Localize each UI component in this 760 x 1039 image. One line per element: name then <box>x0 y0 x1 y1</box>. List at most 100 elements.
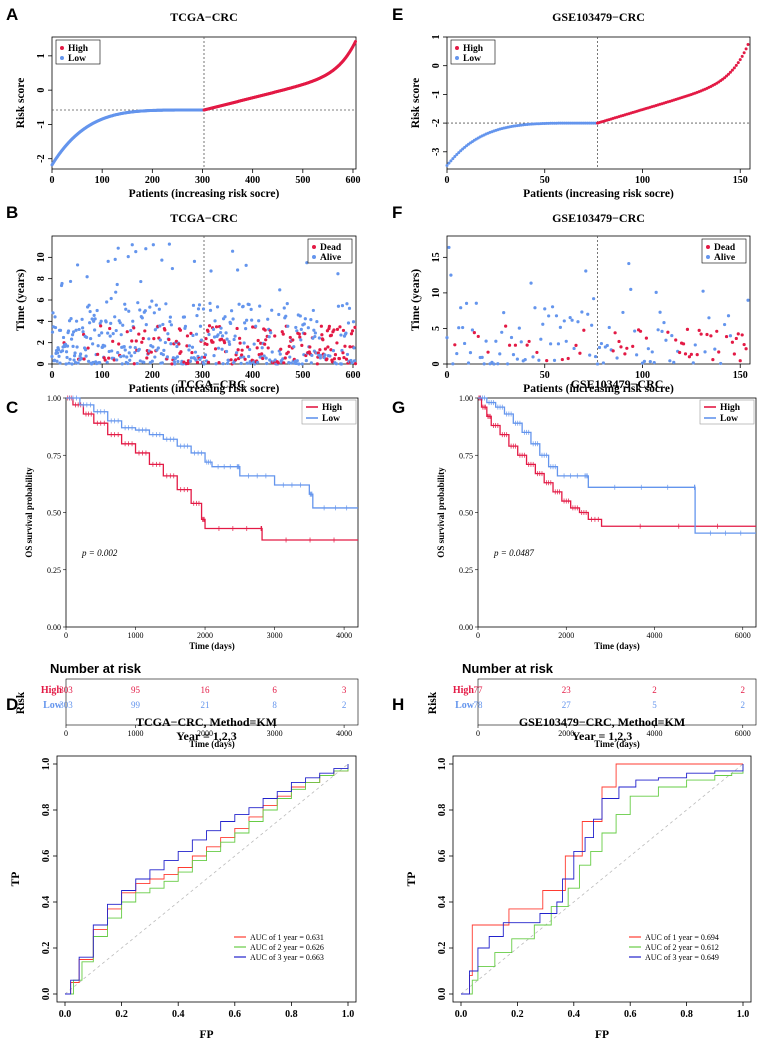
y-tick-label: 0.25 <box>459 566 473 575</box>
patient-point <box>80 317 84 321</box>
patient-point <box>668 359 672 363</box>
legend-box <box>307 238 353 264</box>
x-tick-label: 1000 <box>128 729 144 738</box>
patient-point <box>300 343 304 347</box>
patient-point <box>202 362 206 366</box>
y-tick-label: 1.00 <box>47 394 61 403</box>
patient-point <box>150 299 154 303</box>
y-tick-label: 1 <box>36 53 47 58</box>
patient-point <box>56 348 61 352</box>
patient-point <box>318 348 322 352</box>
legend-box <box>699 399 755 425</box>
risk-count: 5 <box>652 700 657 710</box>
x-tick-label: 150 <box>733 370 748 381</box>
patient-point <box>334 362 339 366</box>
x-tick-label: 6000 <box>735 631 751 640</box>
patient-point <box>312 328 316 332</box>
patient-point <box>564 339 568 343</box>
patient-point <box>152 337 156 341</box>
y-tick-label: 0 <box>431 362 442 367</box>
patient-point <box>286 324 290 328</box>
patient-point <box>242 341 246 345</box>
patient-point <box>289 361 293 365</box>
x-tick-label: 0 <box>445 175 450 186</box>
patient-point <box>143 309 147 313</box>
patient-point <box>719 361 723 366</box>
patient-point <box>302 322 306 326</box>
patient-point <box>701 289 705 293</box>
patient-point <box>217 361 221 365</box>
patient-point <box>445 336 449 340</box>
patient-point <box>330 360 335 364</box>
patient-point <box>232 337 236 342</box>
patient-point <box>177 342 181 346</box>
x-tick-label: 200 <box>145 175 160 186</box>
patient-point <box>185 344 189 348</box>
patient-point <box>91 360 95 365</box>
patient-point <box>81 330 85 334</box>
patient-point <box>72 358 76 362</box>
risk-count: 2 <box>741 700 746 710</box>
patient-point <box>256 360 260 365</box>
patient-point <box>539 337 543 341</box>
patient-point <box>60 349 65 353</box>
chart-subtitle: Year = 1,2,3 <box>176 729 237 743</box>
y-tick-label: 0.2 <box>41 942 52 955</box>
risk-point <box>453 154 457 158</box>
patient-point <box>320 333 324 337</box>
patient-point <box>321 338 325 342</box>
risk-count: 78 <box>474 700 484 710</box>
patient-point <box>161 322 165 327</box>
patient-point <box>504 324 508 328</box>
patient-point <box>206 329 210 333</box>
patient-point <box>163 328 167 332</box>
x-tick-label: 100 <box>635 175 650 186</box>
patient-point <box>249 307 253 311</box>
patient-point <box>130 339 134 343</box>
patient-point <box>240 348 244 352</box>
patient-point <box>236 268 240 272</box>
panel-letter-e: E <box>392 5 403 24</box>
patient-point <box>629 287 633 291</box>
patient-point <box>131 319 135 323</box>
patient-point <box>615 356 619 360</box>
patient-point <box>333 352 338 357</box>
patient-point <box>511 352 516 357</box>
patient-point <box>288 355 292 359</box>
patient-point <box>646 347 650 351</box>
patient-point <box>284 314 288 318</box>
x-tick-label: 0.4 <box>172 1009 185 1020</box>
patient-point <box>297 362 301 366</box>
patient-point <box>72 354 77 358</box>
patient-point <box>311 308 315 313</box>
legend-marker <box>60 56 64 60</box>
patient-point <box>107 356 111 360</box>
patient-point <box>189 331 193 335</box>
x-tick-label: 2000 <box>197 729 213 738</box>
y-axis-label: TP <box>406 872 418 887</box>
patient-point <box>285 302 289 306</box>
patient-point <box>191 303 196 307</box>
patient-point <box>693 343 697 347</box>
patient-point <box>112 358 116 362</box>
legend-label: AUC of 1 year = 0.694 <box>645 933 719 942</box>
patient-point <box>562 319 566 323</box>
patient-point <box>230 249 235 253</box>
patient-point <box>132 362 136 366</box>
patient-point <box>88 321 92 325</box>
patient-point <box>245 318 249 322</box>
y-tick-label: 0.2 <box>437 942 448 955</box>
patient-point <box>193 350 198 354</box>
x-tick-label: 2000 <box>558 729 574 738</box>
patient-point <box>576 320 580 324</box>
patient-point <box>259 341 263 345</box>
patient-point <box>517 326 521 330</box>
x-tick-label: 1.0 <box>342 1009 355 1020</box>
patient-point <box>560 357 564 362</box>
y-axis-label: OS survival probability <box>436 467 446 558</box>
chart-title: GSE103479−CRC, Method=KM <box>519 715 685 729</box>
x-tick-label: 0.0 <box>59 1009 72 1020</box>
patient-point <box>71 344 75 348</box>
x-tick-label: 500 <box>295 175 310 186</box>
